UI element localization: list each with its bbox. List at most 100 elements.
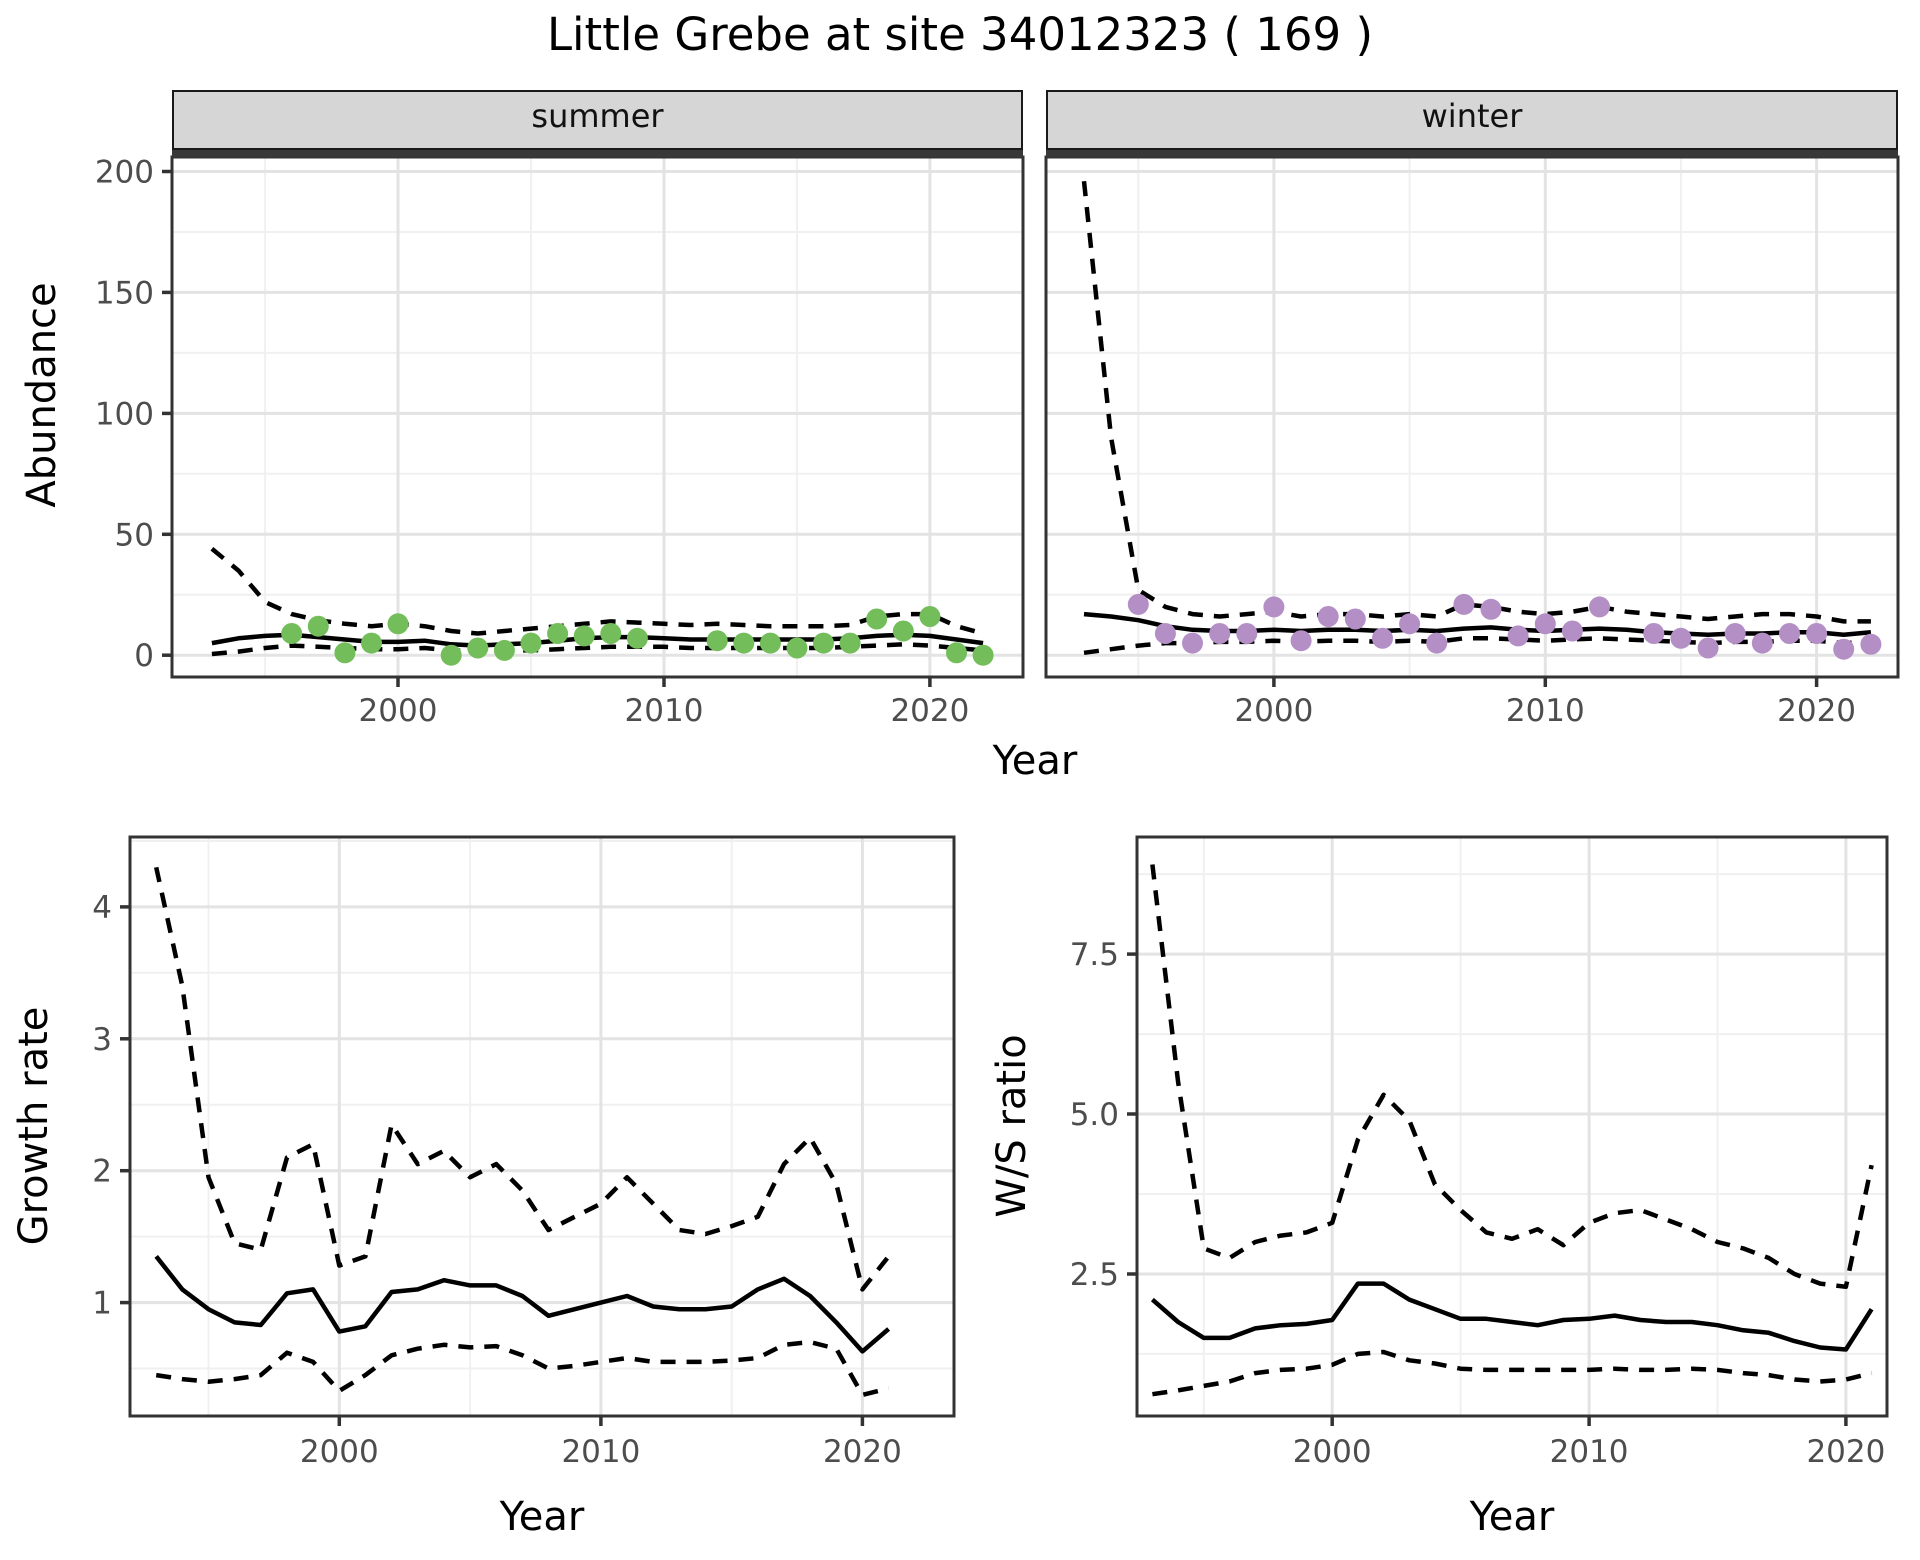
tick-label: 4: [92, 890, 112, 926]
data-point: [1399, 613, 1421, 635]
data-point: [1209, 623, 1231, 644]
facet-strip-summer-underline: [172, 150, 1023, 157]
data-point: [1833, 638, 1855, 660]
tick-label: 1: [92, 1286, 112, 1322]
data-point: [919, 606, 941, 627]
data-point: [946, 642, 967, 664]
facet-strip-winter-underline: [1046, 150, 1898, 157]
tick-label: 0: [134, 638, 154, 674]
data-point: [281, 623, 303, 644]
data-point: [1372, 627, 1393, 649]
tick-label: 2000: [1293, 1434, 1372, 1470]
tick-label: 3: [92, 1022, 112, 1058]
data-point: [1154, 623, 1176, 644]
axis-title-growth-rate: Growth rate: [11, 1006, 57, 1246]
data-point: [387, 613, 409, 635]
panel-border: [1044, 155, 1900, 679]
tick-label: 100: [95, 396, 154, 432]
data-point: [1779, 623, 1800, 644]
data-point: [334, 642, 356, 664]
tick-label: 2020: [890, 693, 969, 729]
data-point: [1236, 623, 1258, 644]
facet-strip-winter: [1046, 90, 1898, 150]
data-point: [1344, 608, 1366, 630]
data-point: [786, 637, 808, 659]
ci-upper-line: [154, 866, 891, 1292]
tick-label: 2010: [561, 1434, 640, 1470]
strip-label-summer: summer: [531, 97, 664, 135]
data-point: [839, 632, 861, 654]
strip-label-winter: winter: [1421, 97, 1523, 135]
data-point: [1182, 632, 1203, 654]
data-point: [706, 630, 728, 652]
data-point: [493, 639, 515, 661]
tick-label: 7.5: [1070, 937, 1119, 973]
axis-title-year-growth: Year: [499, 1494, 585, 1540]
tick-label: 2010: [1550, 1434, 1629, 1470]
data-point: [892, 620, 914, 642]
data-point: [1643, 623, 1665, 644]
tick-label: 2020: [1806, 1434, 1885, 1470]
tick-label: 5.0: [1070, 1097, 1119, 1133]
tick-label: 2.5: [1070, 1257, 1119, 1293]
facet-strip-summer: [172, 90, 1023, 150]
data-point: [1453, 593, 1475, 615]
tick-label: 2: [92, 1154, 112, 1190]
data-point: [626, 627, 648, 649]
ci-lower-line: [1152, 1349, 1873, 1397]
data-point: [467, 637, 489, 659]
ci-lower-line: [155, 1339, 890, 1398]
data-point: [361, 632, 382, 654]
data-point: [547, 623, 569, 644]
data-point: [440, 644, 462, 666]
tick-label: 2010: [1506, 693, 1585, 729]
ci-upper-line: [1081, 180, 1871, 624]
panel-border: [1135, 835, 1889, 1418]
fit-line: [1150, 1281, 1874, 1352]
tick-label: 2020: [1777, 693, 1856, 729]
tick-label: 2010: [625, 693, 704, 729]
data-point: [733, 632, 755, 654]
data-point: [1724, 623, 1746, 644]
tick-label: 200: [95, 155, 154, 191]
data-point: [1860, 633, 1882, 655]
tick-label: 2000: [1234, 693, 1313, 729]
axis-title-year-top: Year: [992, 738, 1078, 784]
panel-bg: [172, 157, 1023, 677]
panel-border: [170, 155, 1025, 679]
data-point: [1561, 620, 1583, 642]
plot-title: Little Grebe at site 34012323 ( 169 ): [546, 8, 1374, 61]
data-point: [1670, 627, 1692, 649]
data-point: [759, 632, 781, 654]
data-point: [972, 644, 994, 666]
axis-title-year-ws: Year: [1469, 1494, 1555, 1540]
tick-label: 150: [95, 275, 154, 311]
axis-title-ws-ratio: W/S ratio: [989, 1034, 1035, 1218]
fit-line: [154, 1255, 891, 1354]
data-point: [813, 632, 834, 654]
data-point: [1426, 632, 1448, 654]
data-point: [1697, 637, 1719, 659]
data-point: [1589, 596, 1610, 618]
data-point: [1480, 598, 1502, 620]
data-point: [1317, 606, 1339, 627]
tick-label: 50: [115, 517, 154, 553]
data-point: [1507, 625, 1529, 647]
axis-title-abundance: Abundance: [19, 282, 65, 508]
panel-bg: [130, 837, 954, 1416]
data-point: [520, 632, 542, 654]
data-point: [1534, 613, 1556, 635]
data-point: [1290, 630, 1312, 652]
data-point: [600, 623, 622, 644]
tick-label: 2020: [823, 1434, 902, 1470]
panel-border: [128, 835, 956, 1418]
panel-bg: [1046, 157, 1898, 677]
data-point: [1127, 593, 1149, 615]
tick-label: 2000: [300, 1434, 379, 1470]
data-point: [1263, 596, 1285, 618]
data-point: [307, 615, 329, 637]
ci-upper-line: [1150, 864, 1874, 1290]
data-point: [1806, 623, 1828, 644]
